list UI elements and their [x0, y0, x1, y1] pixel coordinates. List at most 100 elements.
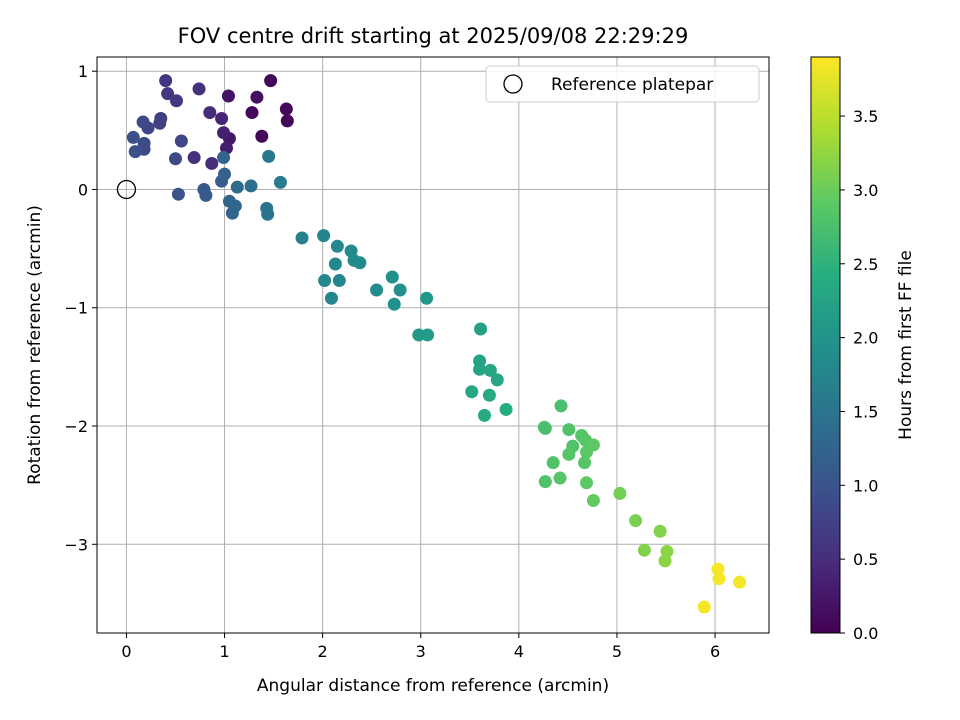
- legend-label-reference: Reference platepar: [551, 75, 713, 95]
- colorbar-label: Hours from first FF file: [896, 250, 916, 440]
- data-point: [538, 421, 552, 435]
- data-point: [280, 114, 294, 128]
- data-point: [153, 116, 167, 130]
- x-axis-ticks: 0 1 2 3 4 5 6: [121, 633, 720, 661]
- data-point: [658, 554, 672, 568]
- data-point: [221, 89, 235, 103]
- data-point: [205, 156, 219, 170]
- chart-title: FOV centre drift starting at 2025/09/08 …: [178, 24, 689, 48]
- data-point: [697, 600, 711, 614]
- colorbar-tick-label: 0.5: [853, 550, 878, 569]
- y-tick-label: −1: [64, 299, 88, 318]
- colorbar-tick-label: 1.5: [853, 402, 878, 421]
- data-point: [159, 74, 173, 88]
- data-point: [580, 445, 594, 459]
- data-point: [262, 149, 276, 163]
- data-point: [482, 388, 496, 402]
- data-point: [161, 87, 175, 101]
- legend-marker-reference: [503, 74, 523, 94]
- legend-box: [485, 65, 760, 103]
- data-point: [613, 486, 627, 500]
- data-point: [255, 129, 269, 143]
- data-point: [629, 514, 643, 528]
- colorbar-tick-label: 2.5: [853, 255, 878, 274]
- data-point: [324, 291, 338, 305]
- data-point: [128, 145, 142, 159]
- data-point: [353, 256, 367, 270]
- data-point: [295, 231, 309, 245]
- colorbar-gradient: [810, 56, 841, 634]
- colorbar-tick-label: 3.0: [853, 181, 878, 200]
- data-point: [637, 543, 651, 557]
- y-tick-label: −3: [64, 535, 88, 554]
- y-tick-label: −2: [64, 417, 88, 436]
- data-point: [328, 257, 342, 271]
- data-point: [264, 74, 278, 88]
- data-point: [586, 494, 600, 508]
- data-point: [420, 291, 434, 305]
- data-point: [553, 471, 567, 485]
- colorbar: 0.0 0.5 1.0 1.5 2.0 2.5 3.0 3.5 Hours from firs…: [810, 56, 916, 643]
- data-point: [218, 167, 232, 181]
- data-point: [169, 94, 183, 108]
- reference-marker: [116, 179, 137, 200]
- data-point: [733, 575, 747, 589]
- data-point: [215, 112, 229, 126]
- data-point: [653, 524, 667, 538]
- data-point: [330, 239, 344, 253]
- colorbar-tick-label: 2.0: [853, 329, 878, 348]
- data-point: [174, 134, 188, 148]
- x-tick-label: 1: [219, 642, 229, 661]
- data-point: [421, 328, 435, 342]
- data-point: [499, 402, 513, 416]
- data-point: [203, 106, 217, 120]
- data-point: [465, 385, 479, 399]
- x-tick-label: 4: [514, 642, 524, 661]
- data-point: [136, 115, 150, 129]
- data-point: [580, 476, 594, 490]
- data-point: [250, 90, 264, 104]
- x-tick-label: 5: [612, 642, 622, 661]
- data-point: [562, 447, 576, 461]
- data-point: [273, 175, 287, 189]
- colorbar-tick-label: 1.0: [853, 476, 878, 495]
- data-point: [546, 456, 560, 470]
- data-point: [711, 562, 725, 576]
- data-point: [578, 456, 592, 470]
- data-point: [199, 188, 213, 202]
- legend: Reference platepar: [485, 65, 760, 103]
- data-point: [171, 187, 185, 201]
- colorbar-tick-label: 3.5: [853, 107, 878, 126]
- data-points: [116, 74, 747, 614]
- data-point: [126, 130, 140, 144]
- y-axis-ticks: 1 0 −1 −2 −3: [64, 62, 97, 554]
- data-point: [261, 207, 275, 221]
- data-point: [245, 106, 259, 120]
- colorbar-tick-label: 0.0: [853, 624, 878, 643]
- data-point: [244, 179, 258, 193]
- data-point: [192, 82, 206, 96]
- data-point: [168, 152, 182, 166]
- data-point: [187, 151, 201, 165]
- data-point: [483, 363, 497, 377]
- data-point: [228, 199, 242, 213]
- data-point: [387, 297, 401, 311]
- y-axis-label: Rotation from reference (arcmin): [25, 205, 45, 485]
- y-tick-label: 0: [78, 180, 88, 199]
- data-point: [318, 274, 332, 288]
- y-tick-label: 1: [78, 62, 88, 81]
- colorbar-ticks: 0.0 0.5 1.0 1.5 2.0 2.5 3.0 3.5: [840, 107, 878, 643]
- data-point: [478, 408, 492, 422]
- x-tick-label: 6: [710, 642, 720, 661]
- data-point: [230, 180, 244, 194]
- data-point: [562, 423, 576, 437]
- data-point: [538, 475, 552, 489]
- data-point: [217, 151, 231, 165]
- x-tick-label: 2: [318, 642, 328, 661]
- x-tick-label: 3: [416, 642, 426, 661]
- data-point: [385, 270, 399, 284]
- data-point: [332, 274, 346, 288]
- data-point: [473, 362, 487, 376]
- plot-frame: [96, 56, 770, 634]
- data-point: [279, 102, 293, 116]
